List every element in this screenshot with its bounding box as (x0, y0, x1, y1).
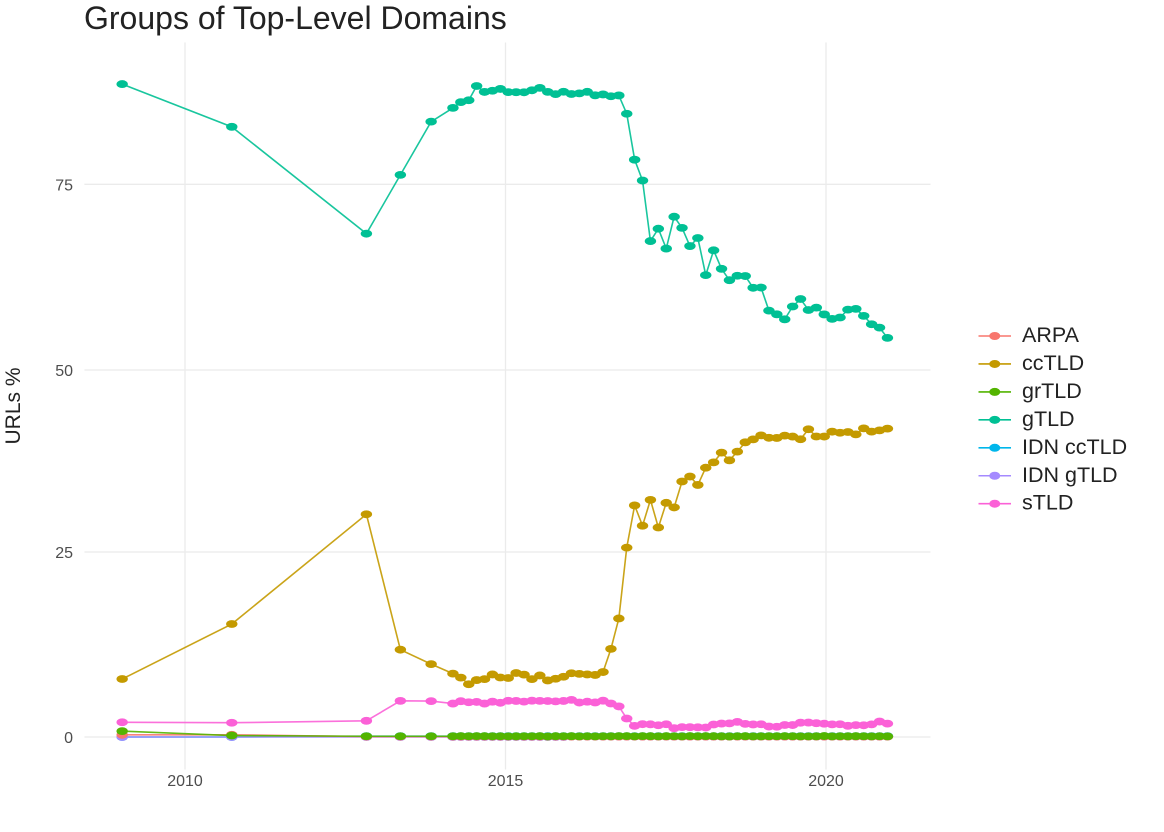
svg-text:ARPA: ARPA (1022, 323, 1080, 347)
svg-text:grTLD: grTLD (1022, 379, 1082, 403)
svg-text:50: 50 (55, 363, 73, 380)
svg-text:ccTLD: ccTLD (1022, 351, 1084, 375)
svg-text:2020: 2020 (808, 773, 844, 790)
svg-text:2015: 2015 (488, 773, 524, 790)
svg-text:25: 25 (55, 545, 73, 562)
svg-text:75: 75 (55, 177, 73, 194)
svg-text:gTLD: gTLD (1022, 407, 1075, 431)
svg-text:sTLD: sTLD (1022, 491, 1073, 515)
svg-text:IDN gTLD: IDN gTLD (1022, 463, 1118, 487)
svg-text:0: 0 (64, 730, 73, 747)
svg-text:2010: 2010 (167, 773, 203, 790)
svg-text:IDN ccTLD: IDN ccTLD (1022, 435, 1127, 459)
